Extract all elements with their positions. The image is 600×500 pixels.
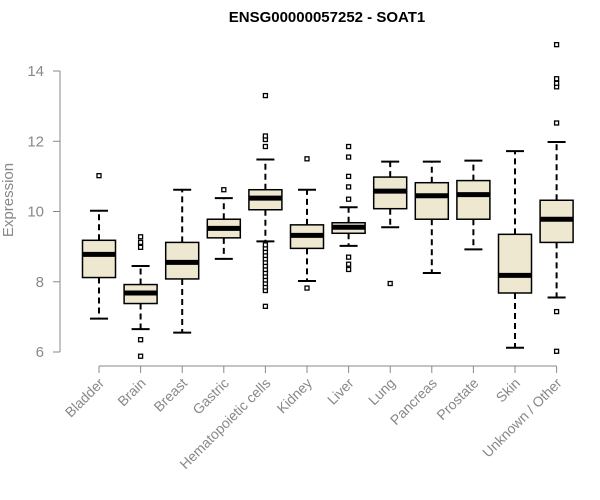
outlier-point (345, 184, 352, 190)
box-liver (331, 143, 366, 273)
iqr-box (497, 233, 533, 294)
box-breast (164, 188, 200, 334)
outlier-point (345, 196, 352, 202)
outlier-point (304, 285, 310, 291)
box-prostate (456, 159, 491, 251)
x-tick-label: Unknown / Other (479, 375, 565, 461)
box-series (81, 42, 574, 359)
box-pancreas (414, 160, 450, 274)
y-tick-label: 14 (27, 63, 44, 80)
outlier-point (262, 133, 269, 139)
outlier-point (553, 348, 560, 354)
box-bladder (81, 173, 117, 320)
outlier-point (262, 143, 269, 150)
iqr-box (81, 239, 117, 279)
y-axis: 6 8 10 12 14 (27, 63, 61, 361)
outlier-point (345, 143, 352, 150)
box-lung (372, 160, 408, 287)
x-tick-label: Lung (365, 375, 398, 408)
outlier-point (553, 42, 560, 48)
outlier-point (221, 187, 227, 193)
outlier-point (137, 244, 144, 250)
y-tick-label: 12 (27, 133, 44, 150)
outlier-point (345, 254, 352, 260)
y-tick-label: 10 (27, 204, 44, 221)
outlier-point (345, 173, 352, 180)
box-kidney (289, 156, 325, 291)
outlier-point (262, 92, 269, 99)
x-tick-label: Brain (114, 375, 148, 409)
box-skin (497, 150, 533, 349)
box-hematopoietic-cells (248, 92, 283, 309)
x-tick-label: Kidney (274, 375, 316, 417)
outlier-point (387, 280, 393, 287)
outlier-point (137, 337, 144, 343)
outlier-point (304, 156, 310, 162)
outlier-point (553, 80, 560, 86)
chart-title: ENSG00000057252 - SOAT1 (229, 9, 426, 26)
outlier-point (553, 76, 560, 82)
outlier-point (137, 239, 144, 246)
x-tick-label: Liver (324, 375, 357, 408)
outlier-point (553, 308, 560, 315)
x-tick-label: Skin (493, 375, 524, 406)
outlier-point (137, 234, 144, 240)
x-tick-label: Prostate (433, 375, 481, 423)
iqr-box (456, 179, 491, 220)
y-axis-label: Expression (0, 163, 17, 237)
outlier-point (345, 261, 352, 267)
box-gastric (206, 187, 242, 260)
y-tick-label: 6 (36, 344, 44, 361)
outlier-point (553, 120, 560, 126)
outlier-point (262, 242, 269, 248)
y-tick-label: 8 (36, 274, 44, 291)
iqr-box (414, 181, 450, 220)
outlier-point (262, 303, 269, 309)
outlier-point (345, 266, 352, 273)
box-brain (123, 234, 158, 359)
outlier-point (137, 353, 144, 359)
x-tick-label: Bladder (62, 375, 108, 421)
x-tick-label: Breast (150, 375, 190, 415)
outlier-point (345, 154, 352, 160)
box-unknown-other (539, 42, 574, 354)
outlier-point (96, 173, 102, 179)
